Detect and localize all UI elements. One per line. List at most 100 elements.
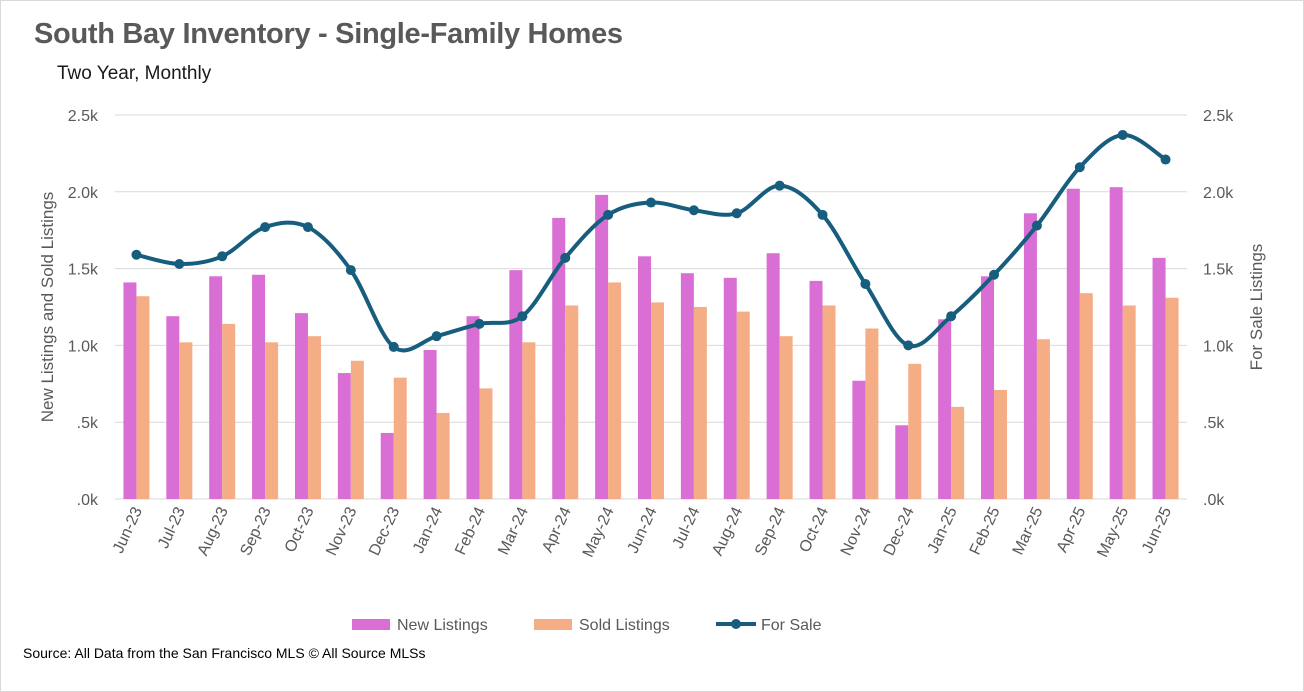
for-sale-point bbox=[646, 197, 656, 208]
new-listings-bar bbox=[380, 432, 394, 499]
for-sale-point bbox=[260, 222, 271, 233]
x-tick-label: Jun-23 bbox=[110, 504, 146, 556]
for-sale-point bbox=[860, 278, 871, 289]
source-note: Source: All Data from the San Francisco … bbox=[23, 645, 426, 661]
new-listings-bar bbox=[209, 276, 223, 499]
new-listings-bar bbox=[166, 316, 180, 499]
chart-subtitle: Two Year, Monthly bbox=[57, 63, 212, 84]
x-tick-label: Feb-25 bbox=[967, 504, 1004, 557]
x-tick-label: Oct-23 bbox=[282, 504, 318, 555]
x-axis-ticks: Jun-23 Jul-23 Aug-23 Sep-23 Oct-23 Nov-23 Dec-… bbox=[110, 504, 1175, 560]
y-tick-label: 2.5k bbox=[68, 108, 99, 125]
x-tick-label: Jan-24 bbox=[410, 504, 446, 556]
x-tick-label: Nov-23 bbox=[323, 504, 360, 558]
for-sale-point bbox=[474, 318, 485, 329]
sold-listings-bar bbox=[393, 377, 407, 499]
new-listings-bar bbox=[809, 280, 823, 499]
sold-listings-bar bbox=[350, 360, 364, 499]
x-tick-label: May-25 bbox=[1094, 504, 1132, 560]
for-sale-point bbox=[1074, 162, 1085, 173]
new-listings-bar bbox=[852, 380, 866, 499]
x-tick-label: Jun-25 bbox=[1139, 504, 1175, 556]
y2-tick-label: 2.0k bbox=[1203, 185, 1234, 202]
y2-tick-label: .0k bbox=[1203, 492, 1225, 509]
new-listings-bar bbox=[895, 425, 909, 499]
left-axis-ticks: .0k .5k 1.0k 1.5k 2.0k 2.5k bbox=[68, 108, 99, 509]
x-tick-label: Aug-23 bbox=[195, 504, 232, 558]
sold-listings-bar bbox=[779, 336, 793, 499]
legend-label: For Sale bbox=[761, 617, 822, 634]
legend-swatch-sold-listings bbox=[534, 619, 572, 630]
sold-listings-bar bbox=[479, 388, 493, 499]
new-listings-bar bbox=[337, 373, 351, 499]
for-sale-point bbox=[302, 222, 313, 233]
new-listings-bar bbox=[981, 276, 995, 499]
x-tick-label: Dec-23 bbox=[366, 504, 403, 558]
new-listings-bar bbox=[723, 277, 737, 499]
x-tick-label: Sep-23 bbox=[237, 504, 274, 558]
x-tick-label: Feb-24 bbox=[452, 504, 489, 557]
new-listings-bar bbox=[1152, 257, 1166, 499]
y-tick-label: .0k bbox=[77, 492, 99, 509]
legend-swatch-new-listings bbox=[352, 619, 390, 630]
bar-series bbox=[123, 187, 1179, 500]
for-sale-point bbox=[1160, 154, 1171, 165]
sold-listings-bar bbox=[179, 342, 193, 499]
for-sale-point bbox=[1031, 220, 1042, 231]
for-sale-point bbox=[388, 341, 399, 352]
for-sale-point bbox=[774, 180, 785, 191]
x-tick-label: Aug-24 bbox=[709, 504, 746, 558]
for-sale-point bbox=[431, 331, 442, 342]
new-listings-bar bbox=[638, 256, 651, 499]
y2-tick-label: 2.5k bbox=[1203, 108, 1234, 125]
y-tick-label: 1.0k bbox=[68, 338, 99, 355]
for-sale-point bbox=[817, 209, 828, 220]
chart-title: South Bay Inventory - Single-Family Home… bbox=[34, 18, 623, 50]
sold-listings-bar bbox=[265, 342, 279, 499]
for-sale-line bbox=[131, 129, 1171, 353]
x-tick-label: Jun-24 bbox=[625, 504, 661, 556]
x-tick-label: Jul-23 bbox=[155, 504, 189, 551]
sold-listings-bar bbox=[436, 412, 450, 499]
sold-listings-bar bbox=[865, 328, 879, 499]
legend-marker-for-sale bbox=[731, 619, 741, 629]
x-tick-label: Dec-24 bbox=[881, 504, 918, 558]
for-sale-point bbox=[345, 265, 356, 276]
for-sale-point bbox=[989, 269, 1000, 280]
sold-listings-bar bbox=[1122, 305, 1136, 499]
x-tick-label: Sep-24 bbox=[752, 504, 789, 558]
for-sale-point bbox=[217, 251, 228, 262]
x-tick-label: Apr-25 bbox=[1054, 504, 1090, 555]
x-tick-label: Jan-25 bbox=[925, 504, 961, 556]
for-sale-point bbox=[603, 209, 614, 220]
new-listings-bar bbox=[294, 313, 308, 499]
x-tick-label: Nov-24 bbox=[838, 504, 875, 558]
new-listings-bar bbox=[766, 253, 780, 499]
for-sale-point bbox=[688, 205, 699, 216]
new-listings-bar bbox=[680, 273, 694, 499]
y2-tick-label: 1.5k bbox=[1203, 262, 1234, 279]
for-sale-point bbox=[174, 258, 185, 269]
sold-listings-bar bbox=[651, 302, 664, 499]
new-listings-bar bbox=[1023, 213, 1037, 499]
for-sale-point bbox=[731, 208, 742, 219]
for-sale-point bbox=[1117, 129, 1128, 140]
y-tick-label: 2.0k bbox=[68, 185, 99, 202]
new-listings-bar bbox=[123, 282, 137, 499]
new-listings-bar bbox=[252, 274, 266, 499]
new-listings-bar bbox=[938, 319, 952, 499]
sold-listings-bar bbox=[222, 323, 236, 499]
new-listings-bar bbox=[466, 316, 480, 499]
y-tick-label: .5k bbox=[77, 415, 99, 432]
x-tick-label: Jul-24 bbox=[670, 504, 704, 551]
right-axis-title: For Sale Listings bbox=[1247, 244, 1266, 371]
left-axis-title: New Listings and Sold Listings bbox=[38, 192, 57, 423]
new-listings-bar bbox=[423, 350, 437, 499]
for-sale-point bbox=[903, 340, 914, 351]
y-tick-label: 1.5k bbox=[68, 262, 99, 279]
x-tick-label: Mar-24 bbox=[495, 504, 532, 557]
sold-listings-bar bbox=[136, 296, 150, 499]
sold-listings-bar bbox=[565, 305, 579, 499]
new-listings-bar bbox=[1109, 187, 1123, 499]
